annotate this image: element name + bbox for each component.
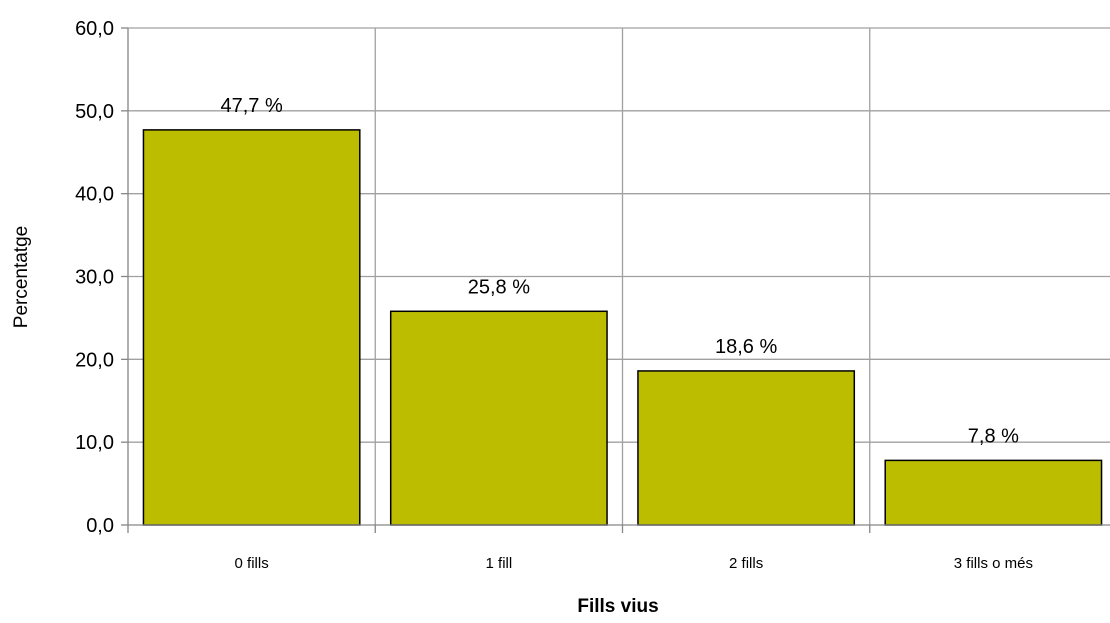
x-axis-title: Fills vius xyxy=(577,596,658,617)
bars xyxy=(142,129,1103,526)
y-tick-label: 50,0 xyxy=(75,101,114,123)
x-category-label: 1 fill xyxy=(486,555,513,572)
x-category-label: 2 fills xyxy=(729,555,763,572)
bar-data-label: 7,8 % xyxy=(968,425,1019,447)
bar-data-label: 47,7 % xyxy=(220,95,282,117)
bar xyxy=(637,370,856,526)
y-tick-label: 60,0 xyxy=(75,18,114,40)
y-tick-label: 30,0 xyxy=(75,267,114,289)
y-tick-label: 40,0 xyxy=(75,184,114,206)
x-category-label: 3 fills o més xyxy=(954,555,1033,572)
y-axis-title: Percentatge xyxy=(11,226,32,328)
axes xyxy=(121,27,1110,533)
bar xyxy=(389,310,608,526)
y-tick-label: 20,0 xyxy=(75,349,114,371)
bar xyxy=(884,459,1103,526)
bar-data-label: 18,6 % xyxy=(715,336,777,358)
bar xyxy=(142,129,361,526)
bar-data-label: 25,8 % xyxy=(468,276,530,298)
x-category-label: 0 fills xyxy=(235,555,269,572)
labels: 0,0 10,0 20,0 30,0 40,0 50,0 60,0 47,7 % 0 fills… xyxy=(75,18,1033,572)
y-tick-label: 0,0 xyxy=(86,515,114,537)
y-tick-label: 10,0 xyxy=(75,432,114,454)
